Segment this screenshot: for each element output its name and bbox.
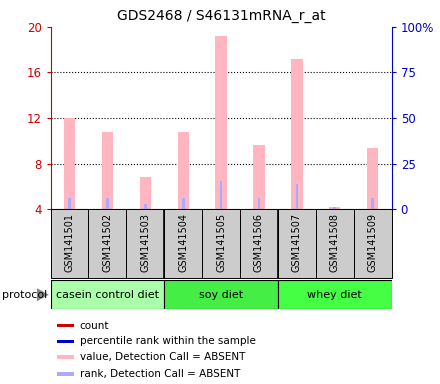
Bar xyxy=(334,207,336,209)
Bar xyxy=(278,280,392,309)
Text: casein control diet: casein control diet xyxy=(56,290,159,300)
Text: GSM141506: GSM141506 xyxy=(254,213,264,272)
Bar xyxy=(88,209,126,278)
Bar xyxy=(51,209,88,278)
Bar xyxy=(240,209,278,278)
Bar xyxy=(291,59,303,209)
Polygon shape xyxy=(37,288,49,301)
Text: value, Detection Call = ABSENT: value, Detection Call = ABSENT xyxy=(80,352,245,362)
Text: GSM141501: GSM141501 xyxy=(65,213,74,272)
Text: count: count xyxy=(80,321,109,331)
Text: rank, Detection Call = ABSENT: rank, Detection Call = ABSENT xyxy=(80,369,240,379)
Bar xyxy=(367,148,378,209)
Text: soy diet: soy diet xyxy=(199,290,243,300)
Text: protocol: protocol xyxy=(2,290,48,300)
Title: GDS2468 / S46131mRNA_r_at: GDS2468 / S46131mRNA_r_at xyxy=(117,9,326,23)
Bar xyxy=(371,198,374,209)
Bar xyxy=(57,372,74,376)
Bar xyxy=(316,209,354,278)
Bar xyxy=(57,340,74,343)
Bar xyxy=(139,177,151,209)
Text: percentile rank within the sample: percentile rank within the sample xyxy=(80,336,256,346)
Bar xyxy=(144,204,147,209)
Bar xyxy=(296,184,298,209)
Bar xyxy=(278,209,316,278)
Bar xyxy=(220,181,223,209)
Bar xyxy=(329,207,341,209)
Bar xyxy=(57,355,74,359)
Bar xyxy=(51,280,164,309)
Text: GSM141502: GSM141502 xyxy=(103,213,113,272)
Bar xyxy=(57,324,74,328)
Bar xyxy=(68,198,71,209)
Bar xyxy=(253,146,265,209)
Text: GSM141505: GSM141505 xyxy=(216,213,226,272)
Bar xyxy=(106,198,109,209)
Text: GSM141507: GSM141507 xyxy=(292,213,302,272)
Text: GSM141503: GSM141503 xyxy=(140,213,150,272)
Bar xyxy=(354,209,392,278)
Bar xyxy=(164,209,202,278)
Bar xyxy=(216,36,227,209)
Bar xyxy=(102,132,113,209)
Bar xyxy=(258,198,260,209)
Bar xyxy=(164,280,278,309)
Bar xyxy=(202,209,240,278)
Bar xyxy=(64,118,75,209)
Text: GSM141508: GSM141508 xyxy=(330,213,340,272)
Bar xyxy=(177,132,189,209)
Bar xyxy=(126,209,164,278)
Bar xyxy=(182,198,184,209)
Text: whey diet: whey diet xyxy=(308,290,362,300)
Text: GSM141509: GSM141509 xyxy=(368,213,378,272)
Text: GSM141504: GSM141504 xyxy=(178,213,188,272)
